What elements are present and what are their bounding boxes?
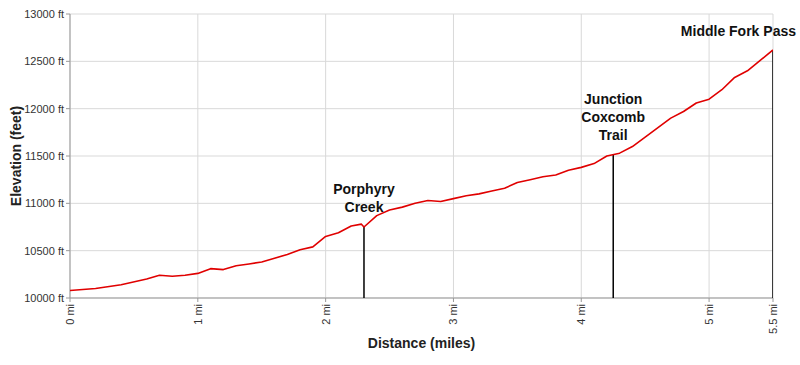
x-tick — [70, 298, 71, 302]
y-tick-label: 11000 ft — [25, 197, 64, 209]
grid-line — [197, 14, 198, 298]
y-tick — [66, 203, 70, 204]
annotation-line — [772, 50, 773, 298]
grid-line — [70, 250, 773, 251]
plot-area — [70, 50, 773, 298]
x-tick-label: 5 mi — [703, 304, 715, 325]
x-tick-label: 1 mi — [192, 304, 204, 325]
y-tick — [66, 61, 70, 62]
grid-line — [70, 61, 773, 62]
grid-line — [325, 14, 326, 298]
y-tick — [66, 108, 70, 109]
grid-line — [70, 298, 773, 299]
annotation-text: Porphyry — [333, 181, 395, 197]
x-tick-label: 3 mi — [447, 304, 459, 325]
y-tick — [66, 14, 70, 15]
y-tick-label: 13000 ft — [24, 8, 64, 20]
y-tick — [66, 156, 70, 157]
chart: 10000 ft 10500 ft 11000 ft 11500 ft 12000 ft… — [0, 0, 800, 365]
x-axis — [70, 298, 773, 299]
background — [0, 0, 800, 365]
x-axis-title: Distance (miles) — [368, 335, 475, 351]
y-tick-label: 10000 ft — [24, 292, 64, 304]
x-tick-label: 5.5 mi — [767, 304, 779, 334]
y-tick-label: 10500 ft — [24, 245, 64, 257]
y-tick — [66, 298, 70, 299]
annotation-text: Creek — [345, 199, 384, 215]
x-tick — [581, 298, 582, 302]
annotation-text: Middle Fork Pass — [681, 23, 796, 39]
annotation-line — [363, 226, 365, 298]
grid-line — [773, 14, 774, 298]
x-tick — [197, 298, 198, 302]
grid-line — [70, 156, 773, 157]
grid-line — [70, 108, 773, 109]
x-tick-label: 4 mi — [575, 304, 587, 325]
annotation-text: Junction — [584, 91, 642, 107]
y-axis-title: Elevation (feet) — [8, 106, 24, 206]
elevation-line — [70, 50, 773, 290]
annotation-text: Trail — [599, 127, 628, 143]
grid-line — [70, 14, 773, 15]
y-tick — [66, 250, 70, 251]
grid-line — [453, 14, 454, 298]
x-tick-label: 2 mi — [320, 304, 332, 325]
x-tick — [325, 298, 326, 302]
x-tick — [709, 298, 710, 302]
y-tick-label: 12000 ft — [24, 103, 64, 115]
x-tick — [773, 298, 774, 302]
x-tick — [453, 298, 454, 302]
grid-line — [70, 203, 773, 204]
y-tick-label: 11500 ft — [25, 150, 64, 162]
grid-line — [709, 14, 710, 298]
grid-line — [581, 14, 582, 298]
annotation-line — [612, 154, 614, 298]
annotation-text: Coxcomb — [581, 109, 645, 125]
y-tick-label: 12500 ft — [24, 55, 64, 67]
x-tick-label: 0 mi — [64, 304, 76, 325]
